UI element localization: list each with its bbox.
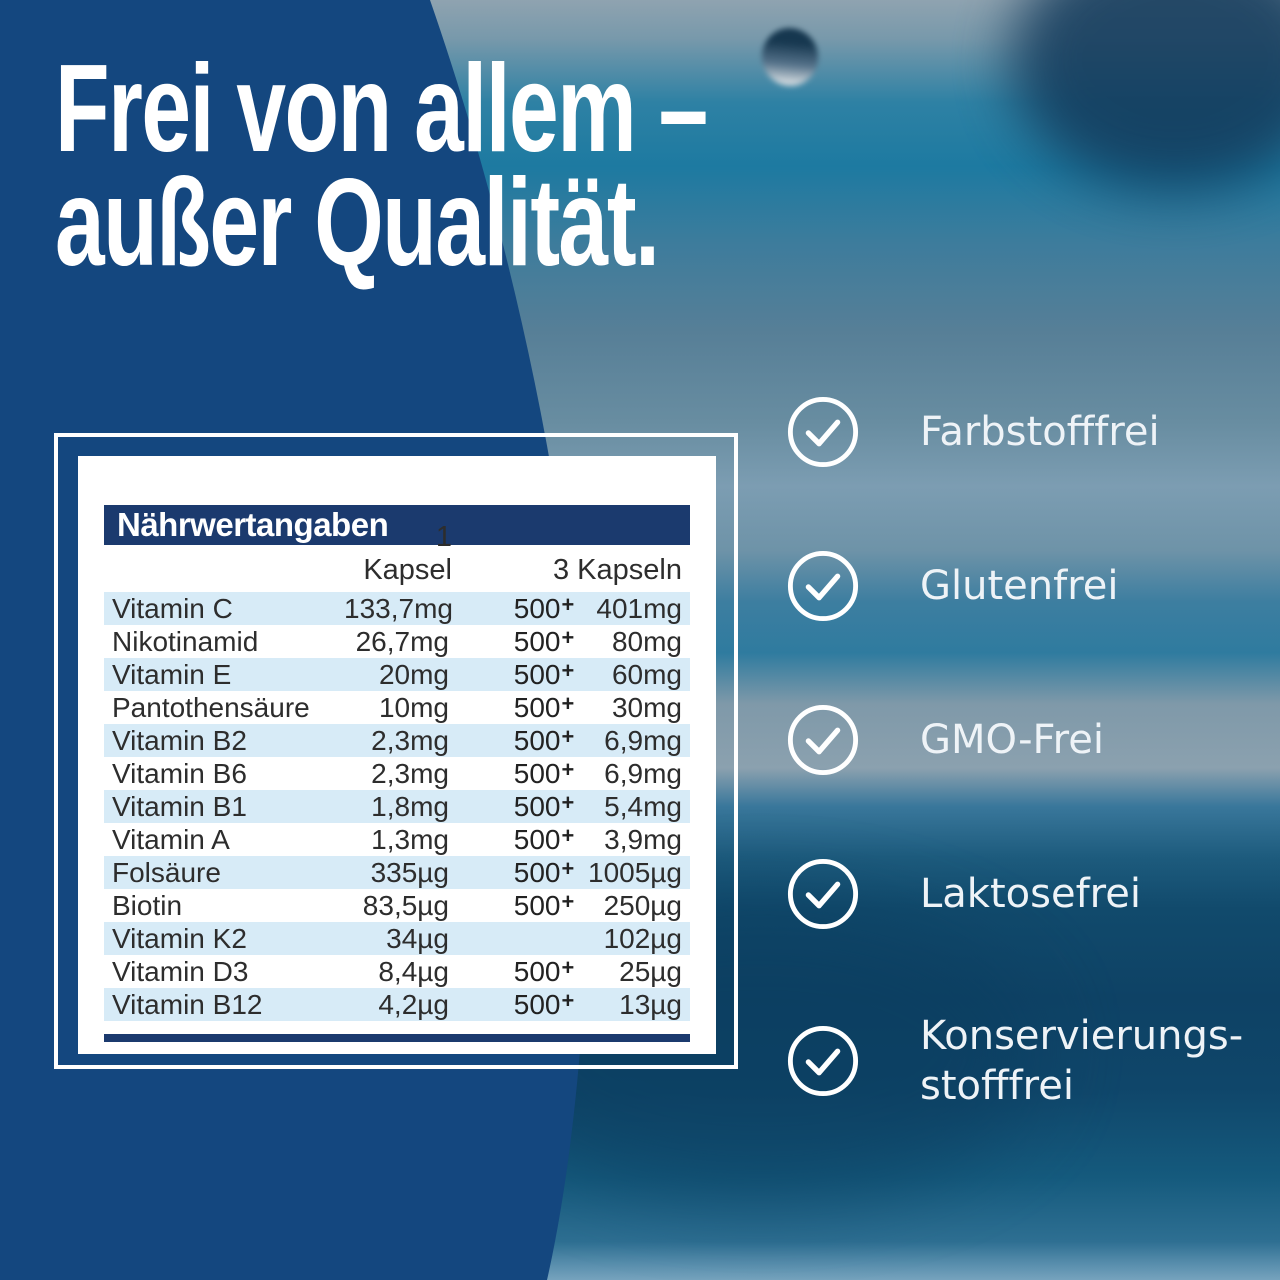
value-1-kapsel: 2,3mg bbox=[371, 757, 449, 789]
value-1-kapsel: 2,3mg bbox=[371, 724, 449, 756]
value-3-kapseln: 13µg bbox=[619, 988, 682, 1020]
value-3-kapseln: 25µg bbox=[619, 955, 682, 987]
table-body: Vitamin C 133,7mg 401mg 500+ Nikotinamid… bbox=[104, 592, 690, 1021]
table-row: Biotin 83,5µg 250µg 500+ bbox=[104, 889, 690, 922]
nutrient-name: Nikotinamid bbox=[112, 625, 259, 657]
benefit-label: Glutenfrei bbox=[920, 563, 1119, 609]
nutrient-name: Vitamin D3 bbox=[112, 955, 249, 987]
benefit-label: Konservierungs- stofffrei bbox=[920, 1013, 1244, 1109]
value-1-kapsel: 10mg bbox=[378, 691, 449, 723]
nutrient-name: Folsäure bbox=[112, 856, 221, 888]
value-1-kapsel: 4,2µg bbox=[378, 988, 449, 1020]
check-circle-icon bbox=[786, 1024, 860, 1098]
table-title-bar: Nährwertangaben bbox=[104, 505, 690, 545]
500plus-badge: 500+ bbox=[513, 888, 575, 922]
500plus-badge: 500+ bbox=[513, 591, 575, 625]
table-column-headers: 1 Kapsel 3 Kapseln bbox=[104, 521, 690, 592]
nutrient-name: Pantothensäure bbox=[112, 691, 310, 723]
value-1-kapsel: 8,4µg bbox=[378, 955, 449, 987]
table-row: Vitamin B6 2,3mg 6,9mg 500+ bbox=[104, 757, 690, 790]
500plus-badge: 500+ bbox=[513, 723, 575, 757]
nutrient-name: Vitamin K2 bbox=[112, 922, 247, 954]
value-3-kapseln: 60mg bbox=[611, 658, 682, 690]
value-3-kapseln: 6,9mg bbox=[604, 757, 682, 789]
benefit-item: GMO-Frei bbox=[786, 703, 1256, 777]
500plus-badge: 500+ bbox=[513, 954, 575, 988]
value-1-kapsel: 1,8mg bbox=[371, 790, 449, 822]
nutrient-name: Vitamin B12 bbox=[112, 988, 263, 1020]
table-row: Vitamin B2 2,3mg 6,9mg 500+ bbox=[104, 724, 690, 757]
nutrient-name: Vitamin B6 bbox=[112, 757, 247, 789]
500plus-badge: 500+ bbox=[513, 756, 575, 790]
nutrition-panel: Nährwertangaben 1 Kapsel 3 Kapseln Vitam… bbox=[78, 456, 716, 1054]
value-3-kapseln: 401mg bbox=[596, 592, 682, 624]
nutrition-card-frame: Nährwertangaben 1 Kapsel 3 Kapseln Vitam… bbox=[54, 433, 738, 1069]
value-3-kapseln: 3,9mg bbox=[604, 823, 682, 855]
value-3-kapseln: 1005µg bbox=[588, 856, 682, 888]
benefits-checklist: Farbstofffrei Glutenfrei GMO-Frei Laktos… bbox=[786, 395, 1256, 1111]
value-3-kapseln: 250µg bbox=[603, 889, 682, 921]
table-row: Vitamin C 133,7mg 401mg 500+ bbox=[104, 592, 690, 625]
table-row: Vitamin A 1,3mg 3,9mg 500+ bbox=[104, 823, 690, 856]
value-1-kapsel: 26,7mg bbox=[355, 625, 449, 657]
table-row: Nikotinamid 26,7mg 80mg 500+ bbox=[104, 625, 690, 658]
check-circle-icon bbox=[786, 857, 860, 931]
500plus-badge: 500+ bbox=[513, 624, 575, 658]
value-1-kapsel: 335µg bbox=[370, 856, 449, 888]
value-1-kapsel: 83,5µg bbox=[362, 889, 449, 921]
table-row: Pantothensäure 10mg 30mg 500+ bbox=[104, 691, 690, 724]
benefit-item: Farbstofffrei bbox=[786, 395, 1256, 469]
table-title: Nährwertangaben bbox=[117, 506, 389, 543]
table-row: Vitamin B1 1,8mg 5,4mg 500+ bbox=[104, 790, 690, 823]
table-row: Vitamin E 20mg 60mg 500+ bbox=[104, 658, 690, 691]
nutrient-name: Vitamin A bbox=[112, 823, 230, 855]
value-3-kapseln: 80mg bbox=[611, 625, 682, 657]
table-row: Folsäure 335µg 1005µg 500+ bbox=[104, 856, 690, 889]
nutrient-name: Vitamin B1 bbox=[112, 790, 247, 822]
table-row: Vitamin K2 34µg 102µg bbox=[104, 922, 690, 955]
value-3-kapseln: 6,9mg bbox=[604, 724, 682, 756]
value-3-kapseln: 5,4mg bbox=[604, 790, 682, 822]
500plus-badge: 500+ bbox=[513, 855, 575, 889]
benefit-item: Glutenfrei bbox=[786, 549, 1256, 623]
table-row: Vitamin D3 8,4µg 25µg 500+ bbox=[104, 955, 690, 988]
benefit-item: Laktosefrei bbox=[786, 857, 1256, 931]
headline-line-1: Frei von allem – bbox=[55, 40, 708, 178]
column-header-3-kapseln: 3 Kapseln bbox=[553, 554, 682, 586]
value-3-kapseln: 30mg bbox=[611, 691, 682, 723]
benefit-label: Farbstofffrei bbox=[920, 409, 1160, 455]
500plus-badge: 500+ bbox=[513, 657, 575, 691]
value-1-kapsel: 34µg bbox=[386, 922, 449, 954]
check-circle-icon bbox=[786, 395, 860, 469]
value-3-kapseln: 102µg bbox=[603, 922, 682, 954]
nutrient-name: Biotin bbox=[112, 889, 183, 921]
benefit-label: GMO-Frei bbox=[920, 717, 1104, 763]
column-header-1-kapsel: 1 Kapsel bbox=[363, 521, 452, 586]
benefit-item: Konservierungs- stofffrei bbox=[786, 1011, 1256, 1111]
nutrient-name: Vitamin B2 bbox=[112, 724, 247, 756]
nutrient-name: Vitamin C bbox=[112, 592, 233, 624]
nutrient-name: Vitamin E bbox=[112, 658, 232, 690]
headline-line-2: außer Qualität. bbox=[55, 154, 660, 293]
check-circle-icon bbox=[786, 703, 860, 777]
benefit-label: Laktosefrei bbox=[920, 871, 1141, 917]
500plus-badge: 500+ bbox=[513, 987, 575, 1021]
check-circle-icon bbox=[786, 549, 860, 623]
value-1-kapsel: 133,7mg bbox=[344, 592, 453, 624]
500plus-badge: 500+ bbox=[513, 789, 575, 823]
table-bottom-rule bbox=[104, 1034, 690, 1042]
500plus-badge: 500+ bbox=[513, 822, 575, 856]
500plus-badge: 500+ bbox=[513, 690, 575, 724]
headline: Frei von allem – außer Qualität. bbox=[55, 40, 1063, 293]
table-row: Vitamin B12 4,2µg 13µg 500+ bbox=[104, 988, 690, 1021]
value-1-kapsel: 20mg bbox=[378, 658, 449, 690]
value-1-kapsel: 1,3mg bbox=[371, 823, 449, 855]
